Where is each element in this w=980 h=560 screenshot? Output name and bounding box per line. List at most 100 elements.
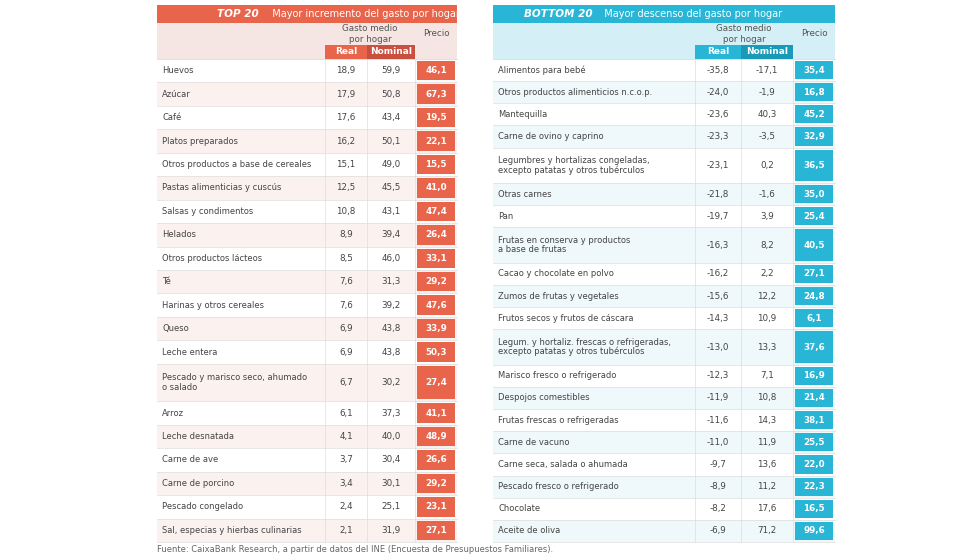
Bar: [493, 520, 835, 542]
Text: Frutos secos y frutos de cáscara: Frutos secos y frutos de cáscara: [498, 314, 633, 323]
Text: 31,9: 31,9: [381, 526, 401, 535]
Text: 38,1: 38,1: [804, 416, 825, 424]
Text: 8,5: 8,5: [339, 254, 353, 263]
Bar: [157, 519, 457, 542]
Text: 15,1: 15,1: [336, 160, 356, 169]
Text: 16,5: 16,5: [804, 504, 825, 514]
Text: 11,9: 11,9: [758, 438, 776, 447]
Text: Alimentos para bebé: Alimentos para bebé: [498, 66, 586, 75]
Bar: [493, 307, 835, 329]
Text: 22,1: 22,1: [425, 137, 447, 146]
Bar: [795, 478, 833, 496]
Text: Precio: Precio: [422, 30, 449, 39]
Text: 23,1: 23,1: [425, 502, 447, 511]
Text: Otros productos alimenticios n.c.o.p.: Otros productos alimenticios n.c.o.p.: [498, 88, 653, 97]
Bar: [157, 82, 457, 106]
Text: 43,8: 43,8: [381, 348, 401, 357]
Text: Mantequilla: Mantequilla: [498, 110, 547, 119]
Bar: [695, 45, 741, 59]
Text: 25,1: 25,1: [381, 502, 401, 511]
Bar: [417, 474, 455, 493]
Text: -21,8: -21,8: [707, 190, 729, 199]
Text: 67,3: 67,3: [425, 90, 447, 99]
Text: -9,7: -9,7: [710, 460, 726, 469]
Text: Sal, especias y hierbas culinarias: Sal, especias y hierbas culinarias: [162, 526, 302, 535]
Bar: [795, 455, 833, 474]
Text: Nominal: Nominal: [370, 48, 412, 57]
Bar: [795, 287, 833, 305]
Text: -8,9: -8,9: [710, 482, 726, 491]
Text: 99,6: 99,6: [804, 526, 825, 535]
Bar: [417, 319, 455, 338]
Text: 43,1: 43,1: [381, 207, 401, 216]
Text: 29,2: 29,2: [425, 479, 447, 488]
Text: Pastas alimenticias y cuscús: Pastas alimenticias y cuscús: [162, 184, 281, 193]
Text: 50,3: 50,3: [425, 348, 447, 357]
Text: 43,4: 43,4: [381, 113, 401, 122]
Text: 21,4: 21,4: [804, 394, 825, 403]
Text: -24,0: -24,0: [707, 88, 729, 97]
Text: 22,3: 22,3: [804, 482, 825, 491]
Bar: [157, 270, 457, 293]
Text: 10,9: 10,9: [758, 314, 776, 323]
Text: Helados: Helados: [162, 230, 196, 239]
Bar: [417, 521, 455, 540]
Text: -3,5: -3,5: [759, 132, 775, 141]
Text: Carne de vacuno: Carne de vacuno: [498, 438, 569, 447]
Bar: [417, 342, 455, 362]
Text: 10,8: 10,8: [336, 207, 356, 216]
Text: 40,0: 40,0: [381, 432, 401, 441]
Text: 46,0: 46,0: [381, 254, 401, 263]
Bar: [417, 497, 455, 516]
Bar: [795, 433, 833, 451]
Bar: [417, 296, 455, 315]
Text: 18,9: 18,9: [336, 66, 356, 75]
Text: Otros productos a base de cereales: Otros productos a base de cereales: [162, 160, 312, 169]
Bar: [415, 45, 457, 59]
Text: 39,4: 39,4: [381, 230, 401, 239]
Text: Frutas en conserva y productos: Frutas en conserva y productos: [498, 236, 630, 245]
Bar: [795, 83, 833, 101]
Text: 16,9: 16,9: [804, 371, 825, 380]
Text: -11,9: -11,9: [707, 394, 729, 403]
Text: TOP 20: TOP 20: [218, 9, 259, 19]
Text: 6,1: 6,1: [339, 409, 353, 418]
Text: Otras carnes: Otras carnes: [498, 190, 552, 199]
Text: Aceite de oliva: Aceite de oliva: [498, 526, 561, 535]
Text: Carne seca, salada o ahumada: Carne seca, salada o ahumada: [498, 460, 628, 469]
Bar: [417, 108, 455, 127]
Text: 30,4: 30,4: [381, 455, 401, 464]
Text: 3,4: 3,4: [339, 479, 353, 488]
Text: a base de frutas: a base de frutas: [498, 245, 566, 254]
Text: Pescado fresco o refrigerado: Pescado fresco o refrigerado: [498, 482, 618, 491]
Text: Cacao y chocolate en polvo: Cacao y chocolate en polvo: [498, 269, 613, 278]
Text: -35,8: -35,8: [707, 66, 729, 74]
Text: -1,6: -1,6: [759, 190, 775, 199]
Bar: [493, 45, 695, 59]
Bar: [795, 332, 833, 363]
Text: Carne de porcino: Carne de porcino: [162, 479, 234, 488]
Text: 35,0: 35,0: [804, 190, 825, 199]
Text: 43,8: 43,8: [381, 324, 401, 333]
Text: 2,4: 2,4: [339, 502, 353, 511]
Text: 40,5: 40,5: [804, 241, 825, 250]
Bar: [157, 364, 457, 402]
Text: -6,9: -6,9: [710, 526, 726, 535]
Text: -11,0: -11,0: [707, 438, 729, 447]
Text: 49,0: 49,0: [381, 160, 401, 169]
Text: 11,2: 11,2: [758, 482, 776, 491]
Bar: [157, 293, 457, 317]
Text: 16,2: 16,2: [336, 137, 356, 146]
Bar: [417, 272, 455, 291]
Text: Real: Real: [335, 48, 357, 57]
Text: 24,8: 24,8: [804, 292, 825, 301]
Text: 12,5: 12,5: [336, 184, 356, 193]
Bar: [493, 5, 835, 23]
Text: 26,6: 26,6: [425, 455, 447, 464]
Text: -15,6: -15,6: [707, 292, 729, 301]
Bar: [795, 500, 833, 518]
Text: 40,3: 40,3: [758, 110, 777, 119]
Bar: [493, 387, 835, 409]
Bar: [157, 495, 457, 519]
Bar: [157, 5, 457, 23]
